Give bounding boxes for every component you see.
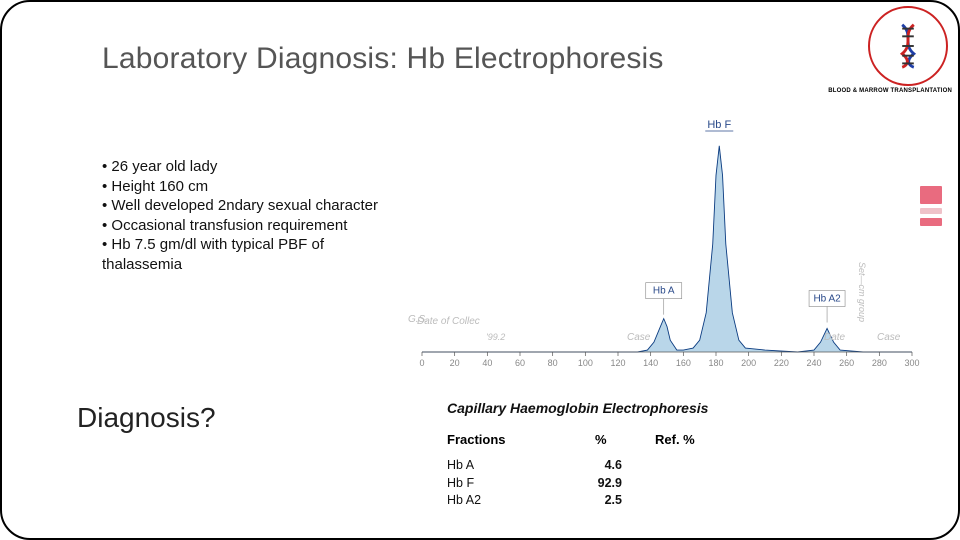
svg-text:40: 40 [482,358,492,368]
svg-text:0: 0 [419,358,424,368]
svg-text:180: 180 [708,358,723,368]
logo-subtext: BLOOD & MARROW TRANSPLANTATION [828,88,952,94]
fraction-name: Hb A2 [447,492,567,510]
bullet-item: Well developed 2ndary sexual character [102,196,378,216]
fraction-name: Hb F [447,475,567,493]
fractions-header: Fractions [447,432,506,447]
refpercent-header: Ref. % [655,432,695,447]
fractions-table: Hb A4.6Hb F92.9Hb A22.5 [447,457,622,510]
svg-text:80: 80 [548,358,558,368]
fraction-row: Hb A4.6 [447,457,622,475]
fraction-pct: 2.5 [567,492,622,510]
svg-text:200: 200 [741,358,756,368]
bullet-item: Occasional transfusion requirement [102,216,378,236]
bullet-tail: thalassemia [102,255,378,275]
svg-text:Hb F: Hb F [707,119,731,131]
diagnosis-question: Diagnosis? [77,402,216,434]
bullet-item: 26 year old lady [102,157,378,177]
svg-text:60: 60 [515,358,525,368]
bullet-item: Height 160 cm [102,177,378,197]
svg-text:300: 300 [904,358,919,368]
case-bullets: 26 year old lady Height 160 cm Well deve… [62,157,378,274]
svg-text:Hb A2: Hb A2 [813,294,841,305]
logo-badge [868,6,948,86]
fraction-row: Hb F92.9 [447,475,622,493]
bullet-item: Hb 7.5 gm/dl with typical PBF of [102,235,378,255]
svg-text:220: 220 [774,358,789,368]
electrophoresis-chart: 0 20 40 60 80 100 120 140 160 180 200 220 240 260 280 3… [402,112,932,382]
svg-text:160: 160 [676,358,691,368]
svg-text:20: 20 [450,358,460,368]
svg-text:140: 140 [643,358,658,368]
svg-text:120: 120 [610,358,625,368]
fraction-name: Hb A [447,457,567,475]
fraction-pct: 92.9 [567,475,622,493]
percent-header: % [595,432,607,447]
slide-frame: BLOOD & MARROW TRANSPLANTATION Laborator… [0,0,960,540]
gel-band [920,208,942,214]
svg-text:280: 280 [872,358,887,368]
page-title: Laboratory Diagnosis: Hb Electrophoresis [102,42,664,76]
svg-text:Hb A: Hb A [653,286,675,297]
gel-band [920,218,942,226]
fraction-pct: 4.6 [567,457,622,475]
gel-bands [920,186,942,256]
svg-text:260: 260 [839,358,854,368]
capillary-title: Capillary Haemoglobin Electrophoresis [447,400,708,416]
svg-text:100: 100 [578,358,593,368]
dna-icon [879,17,937,75]
svg-text:240: 240 [806,358,821,368]
gel-band [920,186,942,204]
fraction-row: Hb A22.5 [447,492,622,510]
